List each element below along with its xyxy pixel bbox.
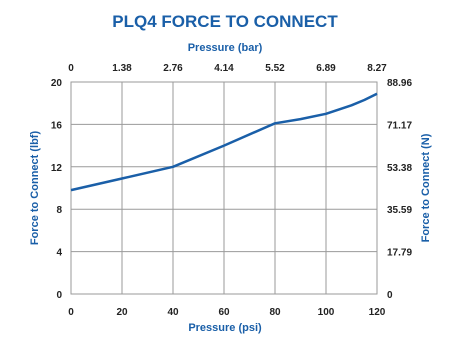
y2-tick-label: 0 — [387, 290, 393, 301]
x2-tick-label: 6.89 — [316, 63, 336, 74]
y-tick-label: 4 — [56, 248, 62, 259]
x2-tick-label: 8.27 — [367, 63, 387, 74]
y-tick-label: 0 — [56, 290, 62, 301]
y-tick-label: 16 — [51, 120, 63, 131]
x-tick-label: 100 — [318, 307, 335, 318]
x2-tick-label: 1.38 — [112, 63, 132, 74]
grid — [71, 82, 377, 294]
left-axis-title: Force to Connect (lbf) — [29, 131, 41, 246]
y-tick-label: 12 — [51, 163, 63, 174]
series-layer — [70, 92, 378, 192]
y-tick-label: 20 — [51, 78, 63, 89]
plot-frame — [70, 81, 378, 295]
y2-tick-label: 35.59 — [387, 205, 412, 216]
y2-tick-label: 71.17 — [387, 120, 412, 131]
tick-labels: 00201.38402.76604.14805.521006.891208.27… — [51, 63, 413, 318]
x-tick-label: 60 — [218, 307, 230, 318]
y-tick-label: 8 — [56, 205, 62, 216]
bottom-axis-title: Pressure (psi) — [188, 322, 262, 334]
x2-tick-label: 2.76 — [163, 63, 183, 74]
chart-title: PLQ4 FORCE TO CONNECT — [112, 12, 338, 31]
y2-tick-label: 17.79 — [387, 248, 412, 259]
y2-tick-label: 53.38 — [387, 163, 412, 174]
x-tick-label: 40 — [167, 307, 179, 318]
x2-tick-label: 4.14 — [214, 63, 234, 74]
top-axis-title: Pressure (bar) — [188, 42, 263, 54]
x-tick-label: 120 — [369, 307, 386, 318]
x2-tick-label: 0 — [68, 63, 74, 74]
x-tick-label: 20 — [116, 307, 128, 318]
y2-tick-label: 88.96 — [387, 78, 412, 89]
right-axis-title: Force to Connect (N) — [420, 133, 432, 242]
series-line — [70, 92, 378, 192]
x-tick-label: 0 — [68, 307, 74, 318]
x2-tick-label: 5.52 — [265, 63, 285, 74]
x-tick-label: 80 — [269, 307, 281, 318]
